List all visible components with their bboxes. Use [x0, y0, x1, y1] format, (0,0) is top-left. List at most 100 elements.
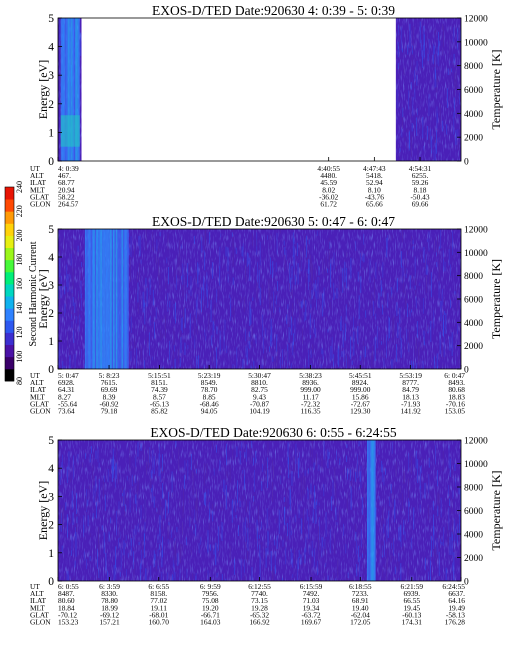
spectrogram-streak: [298, 550, 300, 558]
y-axis-label: Energy [eV]: [36, 481, 50, 540]
spectrogram-streak: [346, 267, 348, 288]
spectrogram-streak: [135, 475, 137, 483]
table-value-cell: 20.94: [58, 185, 75, 194]
spectrogram-streak: [434, 135, 436, 143]
spectrogram-streak: [386, 518, 388, 542]
spectrogram-streak: [291, 471, 293, 486]
spectrogram-streak: [143, 300, 145, 308]
table-time-cell: 4:47:43: [363, 164, 386, 173]
spectrogram-streak: [201, 237, 203, 253]
spectrogram-streak: [428, 231, 430, 252]
spectrogram-streak: [421, 39, 423, 57]
spectrogram-streak: [261, 521, 262, 530]
spectrogram-streak: [80, 280, 82, 299]
spectrogram-streak: [214, 545, 216, 565]
spectrogram-streak: [322, 551, 324, 558]
spectrogram-streak: [158, 544, 160, 550]
spectrogram-streak: [217, 526, 219, 551]
spectrogram-streak: [321, 348, 323, 355]
spectrogram-streak: [91, 446, 92, 454]
table-value-cell: 8549.: [201, 378, 218, 387]
spectrogram-streak: [148, 332, 150, 356]
spectrogram-streak: [153, 550, 155, 568]
spectrogram-streak: [406, 328, 408, 345]
spectrogram-streak: [282, 577, 283, 581]
spectrogram-streak: [196, 468, 197, 474]
spectrogram-streak: [168, 266, 169, 285]
spectrogram-enhancement-core: [72, 115, 75, 147]
spectrogram-streak: [97, 549, 98, 569]
spectrogram-streak: [245, 259, 246, 278]
spectrogram-streak: [236, 347, 238, 369]
spectrogram-streak: [382, 506, 384, 521]
spectrogram-streak: [448, 248, 450, 266]
spectrogram-streak: [73, 455, 74, 480]
table-value-cell: 116.35: [301, 407, 321, 416]
spectrogram-streak: [196, 355, 198, 369]
spectrogram-streak: [73, 576, 75, 581]
spectrogram-streak: [317, 560, 319, 576]
spectrogram-streak: [161, 550, 163, 568]
spectrogram-streak: [345, 357, 347, 365]
spectrogram-streak: [229, 545, 231, 562]
spectrogram-streak: [203, 463, 205, 486]
spectrogram-streak: [146, 337, 148, 347]
spectrogram-streak: [433, 238, 435, 252]
spectrogram-streak: [321, 536, 323, 558]
spectrogram-speckle: [58, 440, 461, 581]
spectrogram-streak: [451, 469, 453, 477]
spectrogram-streak: [373, 301, 374, 316]
spectrogram-streak: [363, 562, 365, 581]
spectrogram-streak: [362, 341, 364, 365]
spectrogram-streak: [123, 540, 125, 556]
spectrogram-streak: [108, 531, 110, 542]
spectrogram-streak: [232, 229, 234, 247]
spectrogram-streak: [216, 326, 218, 335]
y2-tick-label: 8000: [464, 272, 483, 282]
spectrogram-enhancement-core: [76, 115, 79, 147]
spectrogram-streak: [224, 480, 226, 496]
y-tick-label: 5: [48, 435, 54, 447]
spectrogram-streak: [330, 263, 331, 288]
table-value-cell: 8924.: [352, 378, 369, 387]
spectrogram-streak: [262, 336, 264, 354]
spectrogram-streak: [219, 331, 221, 355]
spectrogram-streak: [246, 252, 248, 267]
spectrogram-streak: [161, 462, 163, 474]
spectrogram-streak: [454, 107, 455, 118]
spectrogram-streak: [415, 117, 417, 136]
table-value-cell: 71.03: [303, 596, 320, 605]
spectrogram-streak: [416, 60, 418, 71]
spectrogram-streak: [328, 252, 330, 261]
spectrogram-streak: [112, 448, 114, 471]
spectrogram-panel-2: EXOS-D/TED Date:920630 5: 0:47 - 6: 0:47…: [30, 214, 503, 416]
spectrogram-streak: [371, 352, 373, 368]
y2-tick-label: 6000: [464, 296, 483, 306]
spectrogram-streak: [172, 560, 174, 568]
colorbar-cell: [5, 271, 14, 285]
spectrogram-enhancement: [89, 229, 91, 369]
spectrogram-streak: [332, 480, 334, 500]
spectrogram-streak: [80, 32, 82, 56]
y2-axis-label: Temperature [K]: [489, 259, 503, 339]
spectrogram-streak: [185, 537, 187, 546]
spectrogram-streak: [399, 327, 401, 340]
spectrogram-streak: [224, 319, 226, 331]
spectrogram-streak: [105, 552, 107, 571]
spectrogram-streak: [435, 445, 437, 465]
y2-tick-label: 0: [464, 578, 469, 588]
spectrogram-streak: [381, 350, 383, 357]
spectrogram-streak: [446, 569, 448, 574]
colorbar-cell: [5, 356, 14, 370]
table-row-label: ALT: [30, 171, 44, 180]
spectrogram-streak: [329, 302, 331, 310]
colorbar-cell: [5, 308, 14, 321]
spectrogram-streak: [74, 247, 76, 257]
spectrogram-streak: [196, 294, 198, 310]
spectrogram-streak: [150, 471, 152, 478]
table-row-label: MLT: [30, 185, 45, 194]
table-time-cell: 5:45:51: [349, 371, 372, 380]
spectrogram-streak: [454, 463, 455, 468]
spectrogram-streak: [245, 517, 247, 542]
spectrogram-streak: [323, 483, 325, 497]
